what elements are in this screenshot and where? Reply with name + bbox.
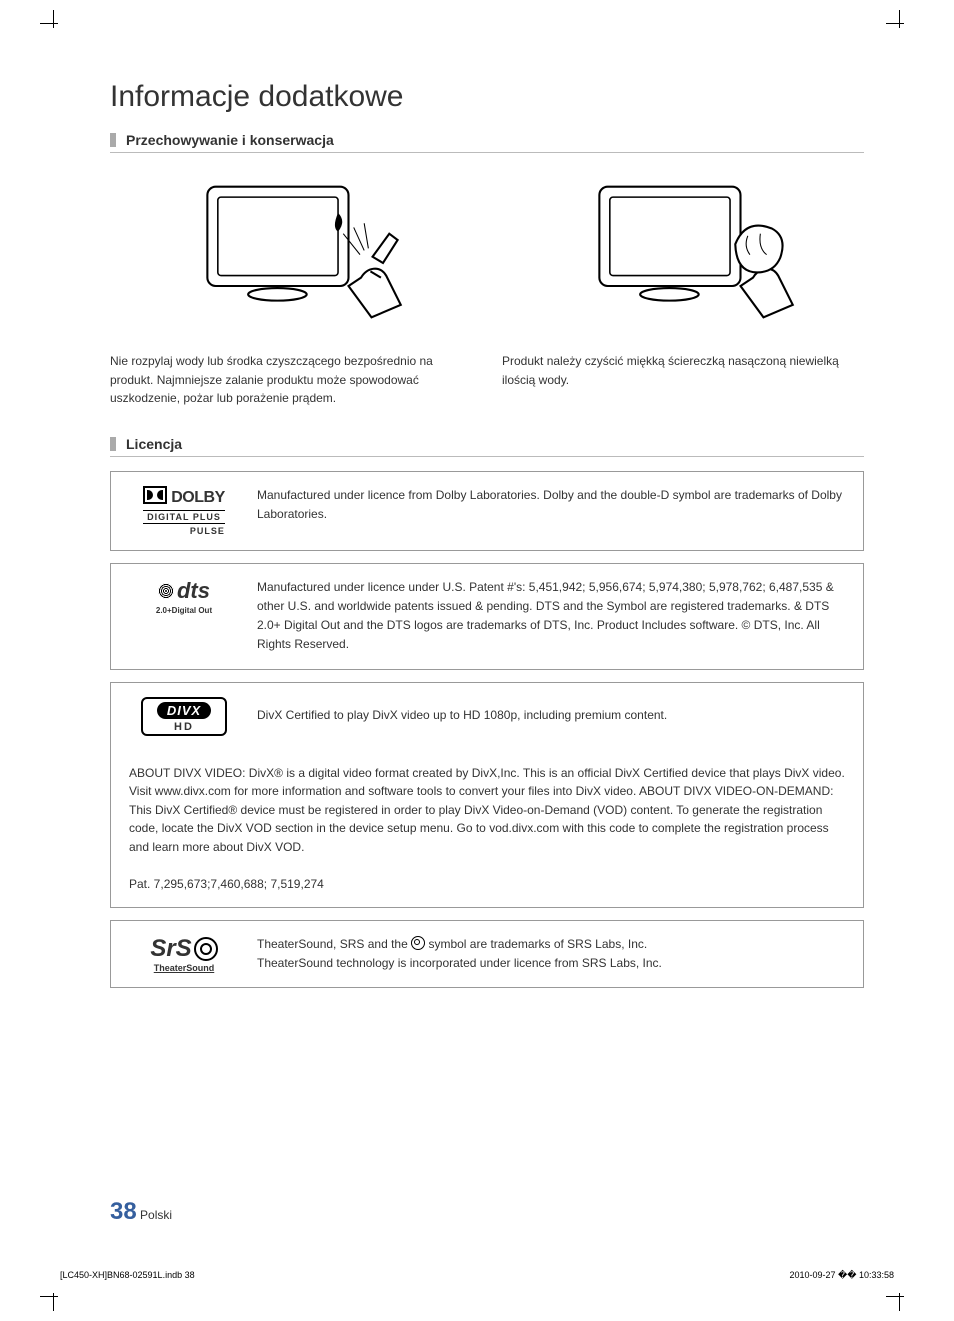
crop-mark (40, 10, 68, 38)
srs-symbol-icon (411, 936, 425, 950)
section-marker-icon (110, 437, 116, 451)
caption-spray: Nie rozpylaj wody lub środka czyszcząceg… (110, 352, 472, 408)
crop-mark (40, 1283, 68, 1311)
srs-logo: SrS TheaterSound (129, 935, 239, 973)
divx-about: ABOUT DIVX VIDEO: DivX® is a digital vid… (129, 764, 845, 857)
srs-line-2: TheaterSound technology is incorporated … (257, 956, 662, 970)
section-marker-icon (110, 133, 116, 147)
divx-brand: DIVX (157, 702, 211, 719)
wipe-tv-icon (568, 171, 798, 338)
dolby-dd-icon (143, 486, 167, 504)
dts-logo: dts 2.0+Digital Out (129, 578, 239, 615)
page-title: Informacje dodatkowe (110, 80, 864, 114)
divx-patents: Pat. 7,295,673;7,460,688; 7,519,274 (129, 875, 324, 894)
license-box-dts: dts 2.0+Digital Out Manufactured under l… (110, 563, 864, 670)
page-num-value: 38 (110, 1198, 137, 1225)
dolby-brand: DOLBY (171, 489, 225, 506)
section-header-storage: Przechowywanie i konserwacja (110, 132, 864, 153)
page-lang: Polski (140, 1208, 172, 1222)
dts-sub: 2.0+Digital Out (156, 606, 212, 615)
divx-logo: DIVX HD (129, 697, 239, 736)
dts-disc-icon (158, 583, 174, 599)
crop-mark (886, 10, 914, 38)
srs-sub: TheaterSound (150, 963, 217, 973)
license-box-dolby: DOLBY DIGITAL PLUS PULSE Manufactured un… (110, 471, 864, 551)
srs-circle-icon (194, 937, 218, 961)
divx-sub: HD (174, 721, 194, 733)
illustration-spray (110, 167, 472, 342)
instruction-column-wipe: Produkt należy czyścić miękką ściereczką… (502, 167, 864, 408)
caption-wipe: Produkt należy czyścić miękką ściereczką… (502, 352, 864, 389)
warning-column-spray: Nie rozpylaj wody lub środka czyszcząceg… (110, 167, 472, 408)
dolby-line-1: DIGITAL PLUS (143, 510, 225, 524)
license-box-srs: SrS TheaterSound TheaterSound, SRS and t… (110, 920, 864, 988)
divx-text: DivX Certified to play DivX video up to … (257, 706, 667, 725)
section-title: Licencja (126, 436, 182, 452)
srs-line-1b: symbol are trademarks of SRS Labs, Inc. (425, 937, 647, 951)
dolby-line-2: PULSE (143, 526, 225, 536)
section-header-license: Licencja (110, 436, 864, 457)
srs-text: TheaterSound, SRS and the symbol are tra… (257, 935, 662, 973)
dolby-logo: DOLBY DIGITAL PLUS PULSE (129, 486, 239, 536)
footer-left: [LC450-XH]BN68-02591L.indb 38 (60, 1270, 195, 1281)
illustration-wipe (502, 167, 864, 342)
srs-brand: SrS (150, 935, 191, 963)
license-box-divx: DIVX HD DivX Certified to play DivX vide… (110, 682, 864, 909)
page-number: 38 Polski (110, 1198, 172, 1226)
spray-tv-icon (176, 171, 406, 338)
print-footer: [LC450-XH]BN68-02591L.indb 38 2010-09-27… (0, 1270, 954, 1281)
dolby-text: Manufactured under licence from Dolby La… (257, 486, 845, 524)
dts-text: Manufactured under licence under U.S. Pa… (257, 578, 845, 655)
section-title: Przechowywanie i konserwacja (126, 132, 334, 148)
footer-right: 2010-09-27 �� 10:33:58 (789, 1270, 894, 1281)
srs-line-1a: TheaterSound, SRS and the (257, 937, 411, 951)
crop-mark (886, 1283, 914, 1311)
dts-brand: dts (177, 578, 210, 604)
